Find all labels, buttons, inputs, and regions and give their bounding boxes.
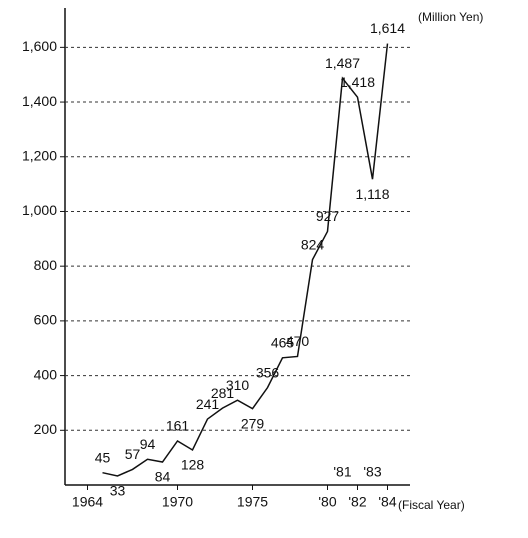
data-label: 1,418 (340, 74, 375, 90)
x-tick-label: 1975 (237, 494, 268, 510)
y-tick-label: 400 (34, 366, 58, 382)
data-label: 161 (166, 418, 190, 434)
y-unit-label: (Million Yen) (418, 10, 483, 24)
x-tick-label: '82 (348, 494, 366, 510)
data-label: 281 (211, 385, 235, 401)
x-unit-label: (Fiscal Year) (398, 498, 465, 512)
x-tick-label: 1970 (162, 494, 193, 510)
data-label: 470 (286, 333, 310, 349)
data-label: 241 (196, 396, 220, 412)
x-tick-label: 1964 (72, 494, 103, 510)
data-label: 356 (256, 364, 280, 380)
data-label: 33 (110, 483, 126, 499)
data-label: 465 (271, 335, 295, 351)
y-tick-label: 800 (34, 257, 58, 273)
data-label: 45 (95, 449, 111, 465)
y-tick-label: 1,000 (22, 202, 57, 218)
x-tick-label-upper: '81 (333, 464, 351, 480)
data-label: 279 (241, 415, 265, 431)
data-label: 1,118 (356, 186, 390, 202)
data-label: 1,614 (370, 20, 405, 36)
y-tick-label: 1,600 (22, 38, 57, 54)
y-tick-label: 1,200 (22, 147, 57, 163)
data-label: 57 (125, 446, 141, 462)
data-label: 1,487 (325, 55, 360, 71)
y-tick-label: 600 (34, 312, 58, 328)
line (102, 43, 389, 477)
y-tick-label: 1,400 (22, 93, 57, 109)
data-label: 310 (226, 377, 250, 393)
x-tick-label: '80 (318, 494, 336, 510)
data-label: 94 (140, 436, 156, 452)
data-label: 927 (316, 208, 340, 224)
x-tick-label: '84 (378, 494, 396, 510)
x-tick-label-upper: '83 (363, 464, 381, 480)
data-label: 128 (181, 457, 205, 473)
data-label: 84 (155, 469, 171, 485)
y-tick-label: 200 (34, 421, 58, 437)
data-label: 824 (301, 236, 325, 252)
